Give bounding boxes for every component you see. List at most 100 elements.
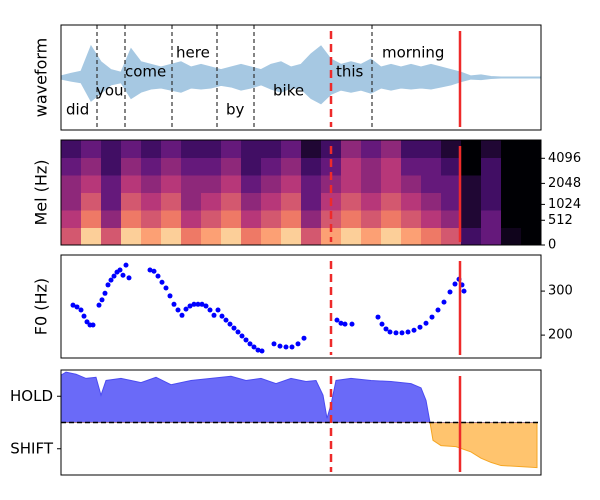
spectrogram-cell [221,140,242,158]
spectrogram-cell [61,175,82,193]
spectrogram-cell [461,210,482,228]
spectrogram-cell [281,140,302,158]
spectrogram-cell [481,157,502,176]
spectrogram-cell [521,175,542,193]
f0-point [393,330,399,336]
spectrogram-cell [361,157,382,176]
spectrogram-cell [181,227,202,246]
spectrogram-cell [441,227,462,246]
spectrogram-cell [281,175,302,193]
f0-point [255,347,261,353]
spectrogram-cell [201,157,222,176]
spectrogram-cell [281,192,302,211]
spectrogram-cell [481,175,502,193]
spectrogram-cell [441,140,462,158]
f0-point [247,341,253,347]
spectrogram-cell [481,210,502,228]
spectrogram-cell [501,157,522,176]
f0-point [155,273,161,279]
spectrogram-cell [261,227,282,246]
spectrogram-cell [141,175,162,193]
axes-frame [60,254,542,359]
f0-point [90,322,96,328]
spectrogram-cell [281,157,302,176]
y-tick-label: 200 [548,328,573,343]
word-label: you [96,82,124,100]
f0-point [70,302,76,308]
y-tick-label: HOLD [10,387,53,405]
f0-point [429,314,435,320]
spectrogram-cell [381,210,402,228]
spectrogram-cell [261,140,282,158]
y-tick-label: 0 [548,238,556,253]
axes-frame [60,369,542,476]
word-label: this [336,63,364,81]
f0-point [435,307,441,313]
spectrogram-cell [181,192,202,211]
f0-point [379,321,385,327]
spectrogram-cell [101,140,122,158]
spectrogram-cell [421,227,442,246]
word-label: come [125,63,166,81]
y-tick-label: 4096 [548,151,581,166]
spectrogram-cell [141,227,162,246]
spectrogram-cell [141,192,162,211]
axes-frame [60,139,542,246]
spectrogram-cell [401,175,422,193]
f0-point [108,277,114,283]
spectrogram-cell [281,227,302,246]
spectrogram-cell [361,175,382,193]
spectrogram-cell [101,157,122,176]
f0-point [96,302,102,308]
spectrogram-cell [161,192,182,211]
f0-point [105,282,111,288]
spectrogram-cell [381,157,402,176]
spectrogram-cell [461,157,482,176]
spectrogram-cell [401,192,422,211]
spectrogram-cell [101,175,122,193]
spectrogram-cell [141,210,162,228]
f0-point [387,329,393,335]
f0-point [461,288,467,294]
f0-point [375,314,381,320]
spectrogram-cell [141,157,162,176]
spectrogram-cell [161,157,182,176]
f0-point [163,285,169,291]
f0-point [271,341,277,347]
f0-point [259,348,265,354]
spectrogram-cell [221,157,242,176]
spectrogram-cell [261,210,282,228]
f0-point [159,279,165,285]
spectrogram-cell [301,192,322,211]
f0-point [183,306,189,312]
spectrogram-cell [301,210,322,228]
y-axis-label: Mel (Hz) [32,159,51,225]
spectrogram-cell [121,227,142,246]
f0-point [120,272,126,278]
spectrogram-cell [401,140,422,158]
f0-point [207,307,213,313]
spectrogram-cell [121,140,142,158]
spectrogram-cell [341,192,362,211]
spectrogram-cell [461,140,482,158]
f0-point [117,267,123,273]
spectrogram-cell [341,175,362,193]
spectrogram-cell [401,227,422,246]
spectrogram-cell [381,175,402,193]
f0-point [191,301,197,307]
f0-point [342,321,348,327]
spectrogram-cell [301,175,322,193]
spectrogram-cell [241,175,262,193]
spectrogram-cell [501,175,522,193]
spectrogram-cell [521,210,542,228]
spectrogram-cell [81,140,102,158]
f0-point [195,301,201,307]
spectrogram-cell [81,192,102,211]
spectrogram-cell [481,192,502,211]
f0-point [171,301,177,307]
spectrogram-cell [81,175,102,193]
spectrogram-cell [221,210,242,228]
spectrogram-cell [441,157,462,176]
spectrogram-cell [461,192,482,211]
spectrogram-cell [241,192,262,211]
